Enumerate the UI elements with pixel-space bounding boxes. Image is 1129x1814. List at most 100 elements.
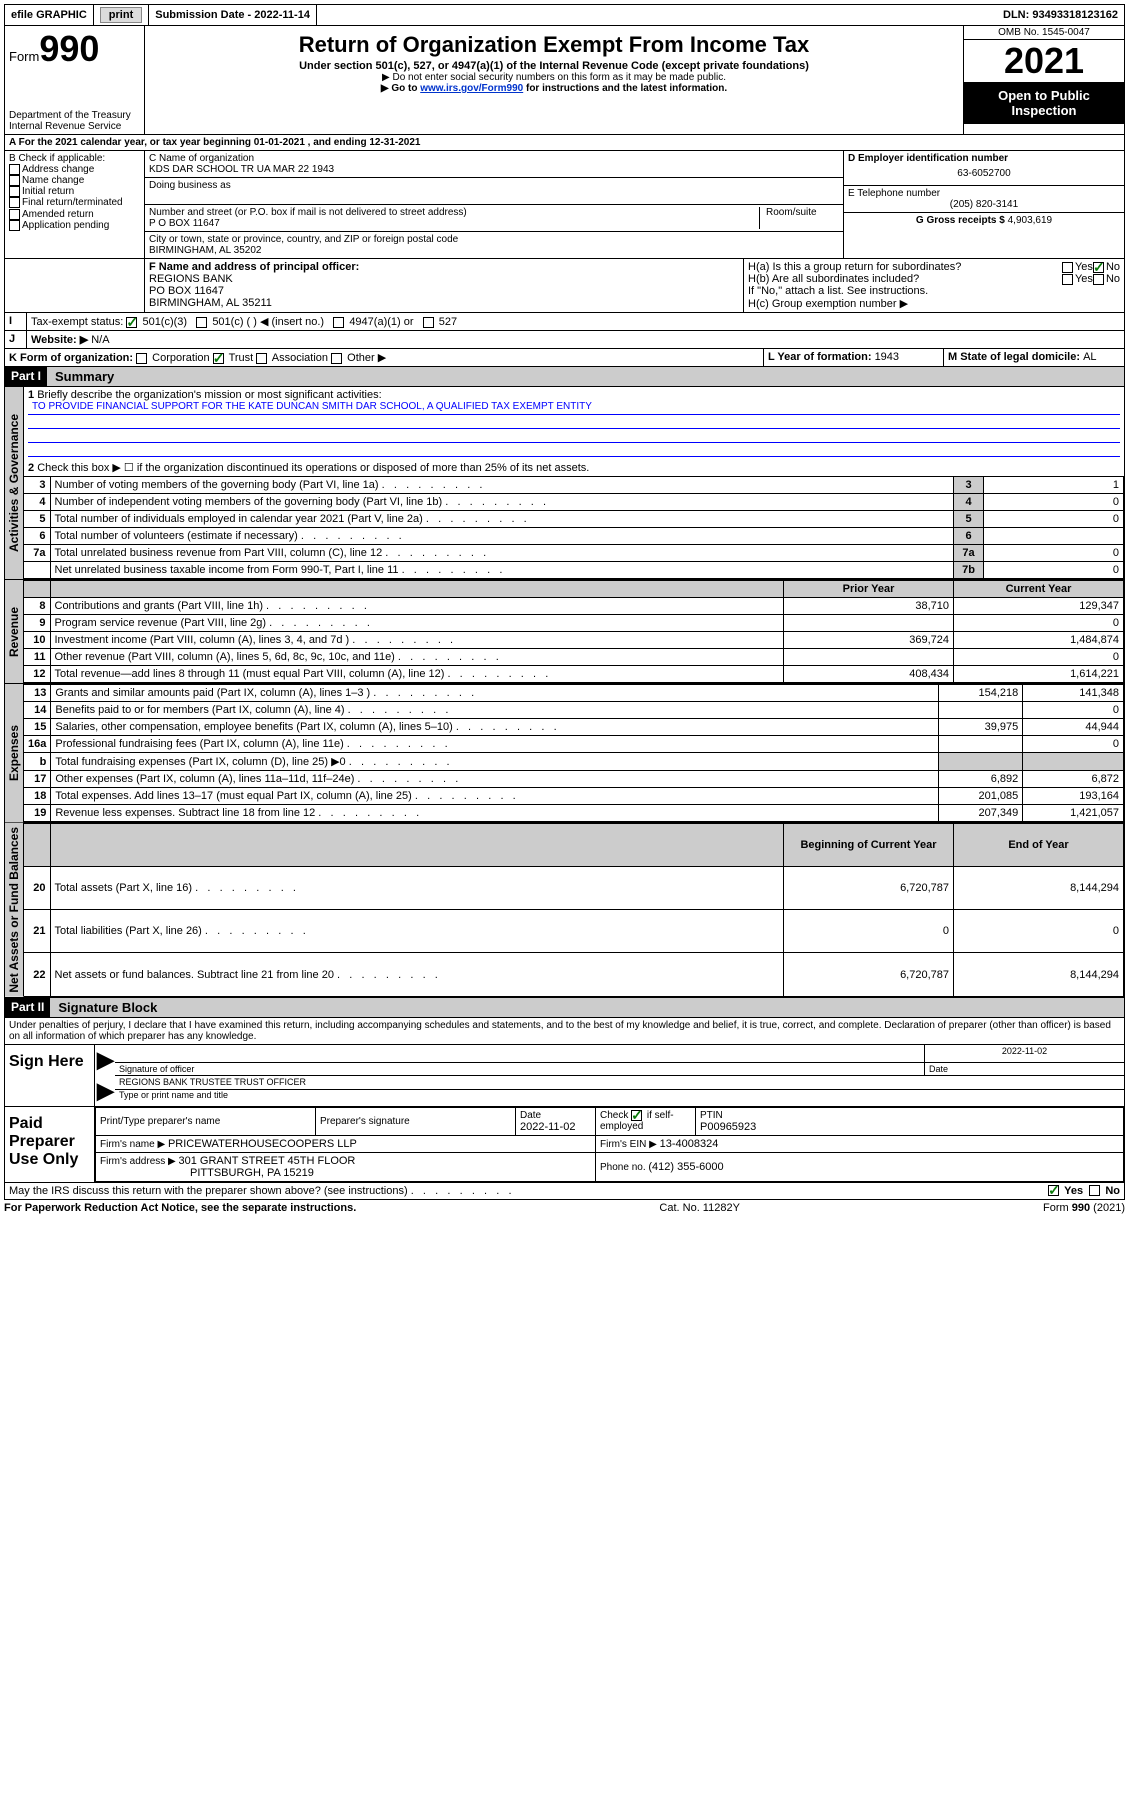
penalty-statement: Under penalties of perjury, I declare th… bbox=[4, 1018, 1125, 1045]
i-j-block: I Tax-exempt status: 501(c)(3) 501(c) ( … bbox=[4, 313, 1125, 331]
table-row: 22Net assets or fund balances. Subtract … bbox=[24, 953, 1124, 996]
part1-title: Summary bbox=[47, 367, 1124, 386]
part2-header: Part II Signature Block bbox=[4, 998, 1125, 1018]
netassets-block: Net Assets or Fund Balances Beginning of… bbox=[4, 823, 1125, 998]
print-cell[interactable]: print bbox=[94, 5, 149, 25]
opt-501c3[interactable]: 501(c)(3) bbox=[126, 316, 187, 328]
print-button[interactable]: print bbox=[100, 7, 142, 23]
j-block: J Website: ▶ N/A bbox=[4, 331, 1125, 349]
table-row: 4Number of independent voting members of… bbox=[24, 494, 1124, 511]
part2-title: Signature Block bbox=[50, 998, 1124, 1017]
h-a-label: H(a) Is this a group return for subordin… bbox=[748, 261, 1062, 273]
opt-501c[interactable]: 501(c) ( ) ◀ (insert no.) bbox=[196, 316, 324, 328]
line-a: A For the 2021 calendar year, or tax yea… bbox=[4, 135, 1125, 151]
table-row: 7aTotal unrelated business revenue from … bbox=[24, 545, 1124, 562]
expenses-block: Expenses 13Grants and similar amounts pa… bbox=[4, 684, 1125, 823]
officer-name-label: Type or print name and title bbox=[115, 1090, 1124, 1100]
expenses-table: 13Grants and similar amounts paid (Part … bbox=[24, 684, 1124, 822]
arrow-icon: ▶ bbox=[95, 1045, 115, 1076]
phone-cell: E Telephone number (205) 820-3141 bbox=[844, 186, 1124, 213]
subtitle-2: ▶ Do not enter social security numbers o… bbox=[153, 72, 955, 83]
year-formation: L Year of formation: 1943 bbox=[764, 349, 944, 366]
form-header: Form990 Department of the Treasury Inter… bbox=[4, 26, 1125, 135]
dept-label: Department of the Treasury bbox=[9, 110, 140, 121]
h-b-yes[interactable]: Yes bbox=[1062, 273, 1093, 285]
mission-block: 1 Briefly describe the organization's mi… bbox=[24, 387, 1124, 459]
form-ref: Form 990 (2021) bbox=[1043, 1202, 1125, 1214]
legal-domicile: M State of legal domicile: AL bbox=[944, 349, 1124, 366]
irs-link[interactable]: www.irs.gov/Form990 bbox=[420, 83, 523, 94]
ein-cell: D Employer identification number 63-6052… bbox=[844, 151, 1124, 186]
part1-header: Part I Summary bbox=[4, 367, 1125, 387]
opt-other[interactable]: Other ▶ bbox=[331, 352, 386, 364]
h-b-no[interactable]: No bbox=[1093, 273, 1120, 285]
netassets-table: Beginning of Current YearEnd of Year20To… bbox=[24, 823, 1124, 997]
omb-number: OMB No. 1545-0047 bbox=[964, 26, 1124, 40]
h-note: If "No," attach a list. See instructions… bbox=[748, 285, 1120, 297]
form-number: Form990 bbox=[9, 28, 140, 70]
chk-name[interactable]: Name change bbox=[9, 175, 140, 186]
table-row: 20Total assets (Part X, line 16)6,720,78… bbox=[24, 867, 1124, 910]
opt-assoc[interactable]: Association bbox=[256, 352, 328, 364]
table-row: Net unrelated business taxable income fr… bbox=[24, 562, 1124, 579]
f-h-block: F Name and address of principal officer:… bbox=[4, 259, 1125, 313]
opt-527[interactable]: 527 bbox=[423, 316, 457, 328]
h-a-yes[interactable]: Yes bbox=[1062, 261, 1093, 273]
gross-receipts: G Gross receipts $ 4,903,619 bbox=[844, 213, 1124, 228]
room-suite: Room/suite bbox=[759, 207, 839, 229]
table-row: 13Grants and similar amounts paid (Part … bbox=[24, 685, 1124, 702]
chk-initial[interactable]: Initial return bbox=[9, 186, 140, 197]
table-row: 18Total expenses. Add lines 13–17 (must … bbox=[24, 788, 1124, 805]
tax-year: 2021 bbox=[964, 40, 1124, 82]
k-l-m-block: K Form of organization: Corporation Trus… bbox=[4, 349, 1125, 367]
form-title: Return of Organization Exempt From Incom… bbox=[153, 32, 955, 58]
col-b-checkboxes: B Check if applicable: Address change Na… bbox=[5, 151, 145, 258]
table-row: 21Total liabilities (Part X, line 26)00 bbox=[24, 910, 1124, 953]
table-row: 3Number of voting members of the governi… bbox=[24, 477, 1124, 494]
open-to-public: Open to Public Inspection bbox=[964, 82, 1124, 124]
revenue-table: Prior YearCurrent Year8Contributions and… bbox=[24, 580, 1124, 683]
table-row: 11Other revenue (Part VIII, column (A), … bbox=[24, 649, 1124, 666]
revenue-block: Revenue Prior YearCurrent Year8Contribut… bbox=[4, 580, 1125, 684]
table-row: 17Other expenses (Part IX, column (A), l… bbox=[24, 771, 1124, 788]
chk-pending[interactable]: Application pending bbox=[9, 220, 140, 231]
b-label: B Check if applicable: bbox=[9, 153, 140, 164]
h-block: H(a) Is this a group return for subordin… bbox=[744, 259, 1124, 312]
opt-corp[interactable]: Corporation bbox=[136, 352, 210, 364]
chk-address[interactable]: Address change bbox=[9, 164, 140, 175]
opt-trust[interactable]: Trust bbox=[213, 352, 254, 364]
chk-final[interactable]: Final return/terminated bbox=[9, 197, 140, 208]
vtab-revenue: Revenue bbox=[5, 580, 24, 683]
table-row: 15Salaries, other compensation, employee… bbox=[24, 719, 1124, 736]
part1-badge: Part I bbox=[5, 367, 47, 386]
vtab-netassets: Net Assets or Fund Balances bbox=[5, 823, 24, 997]
chk-amended[interactable]: Amended return bbox=[9, 209, 140, 220]
city-cell: City or town, state or province, country… bbox=[145, 232, 843, 258]
h-c: H(c) Group exemption number ▶ bbox=[748, 297, 1120, 310]
table-row: 12Total revenue—add lines 8 through 11 (… bbox=[24, 666, 1124, 683]
tax-exempt-status: Tax-exempt status: 501(c)(3) 501(c) ( ) … bbox=[27, 313, 1124, 330]
org-name-cell: C Name of organization KDS DAR SCHOOL TR… bbox=[145, 151, 843, 178]
discuss-no[interactable]: No bbox=[1089, 1185, 1120, 1197]
governance-table: 3Number of voting members of the governi… bbox=[24, 476, 1124, 579]
governance-block: Activities & Governance 1 Briefly descri… bbox=[4, 387, 1125, 580]
page-footer: For Paperwork Reduction Act Notice, see … bbox=[4, 1200, 1125, 1216]
opt-4947[interactable]: 4947(a)(1) or bbox=[333, 316, 413, 328]
subtitle-1: Under section 501(c), 527, or 4947(a)(1)… bbox=[153, 60, 955, 72]
preparer-table: Print/Type preparer's name Preparer's si… bbox=[95, 1107, 1124, 1182]
paid-preparer-label: Paid Preparer Use Only bbox=[5, 1107, 95, 1182]
h-a-no[interactable]: No bbox=[1093, 261, 1120, 273]
part2-badge: Part II bbox=[5, 998, 50, 1017]
table-row: 5Total number of individuals employed in… bbox=[24, 511, 1124, 528]
arrow-icon: ▶ bbox=[95, 1076, 115, 1106]
mission-text: TO PROVIDE FINANCIAL SUPPORT FOR THE KAT… bbox=[28, 401, 1120, 415]
dln-cell: DLN: 93493318123162 bbox=[997, 5, 1124, 25]
table-row: 19Revenue less expenses. Subtract line 1… bbox=[24, 805, 1124, 822]
table-row: bTotal fundraising expenses (Part IX, co… bbox=[24, 753, 1124, 771]
sign-here-label: Sign Here bbox=[5, 1045, 95, 1106]
line-2: 2 Check this box ▶ ☐ if the organization… bbox=[24, 459, 1124, 476]
table-row: 16aProfessional fundraising fees (Part I… bbox=[24, 736, 1124, 753]
self-employed-check[interactable]: Check if self-employed bbox=[600, 1110, 691, 1132]
irs-label: Internal Revenue Service bbox=[9, 121, 140, 132]
discuss-yes[interactable]: Yes bbox=[1048, 1185, 1083, 1197]
